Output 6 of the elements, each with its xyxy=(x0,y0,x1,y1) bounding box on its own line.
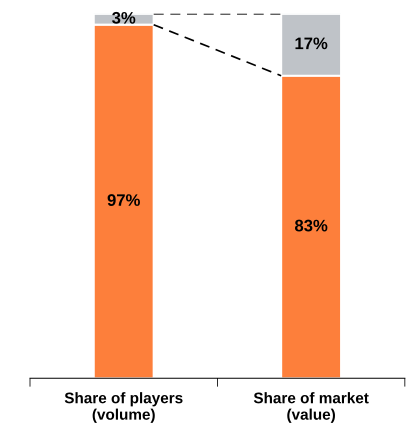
x-tick-label: Share of players (volume) xyxy=(64,392,183,423)
data-label: 83% xyxy=(294,220,328,232)
data-label: 97% xyxy=(108,194,140,206)
x-tick-label: Share of market (value) xyxy=(254,392,369,423)
data-label: 3% xyxy=(112,12,136,24)
data-label: 17% xyxy=(296,37,328,50)
